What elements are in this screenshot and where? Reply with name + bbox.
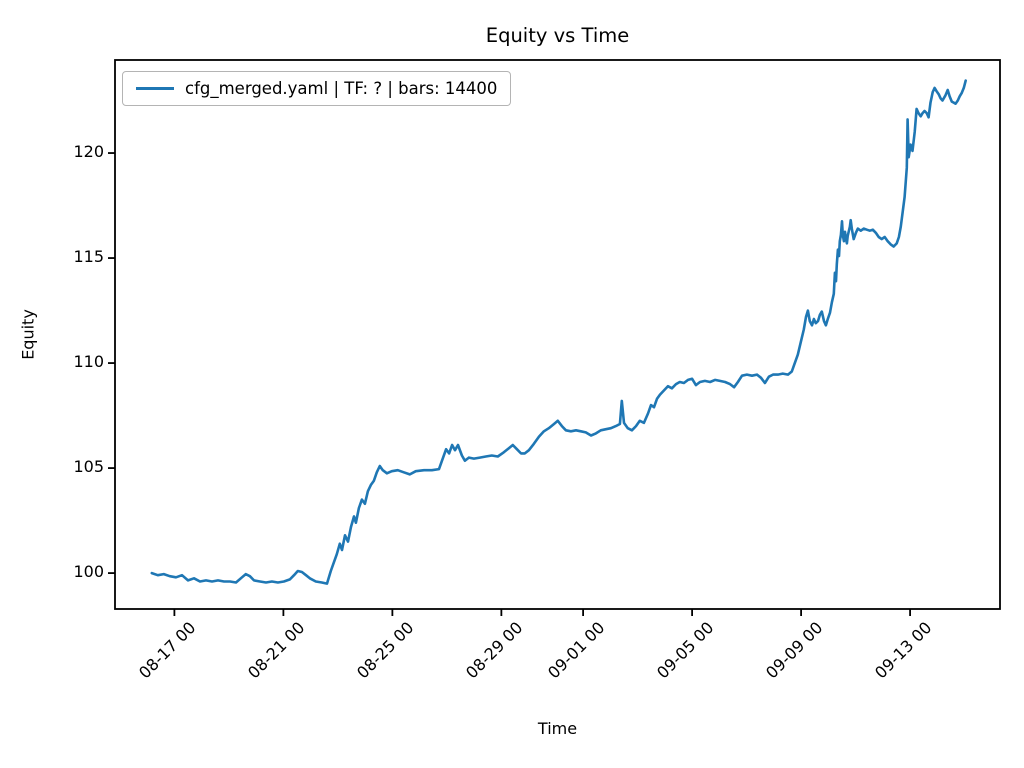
equity-line [150,79,968,585]
y-tick-label: 100 [73,562,104,582]
chart-title: Equity vs Time [485,24,630,47]
y-tick-label: 120 [73,142,104,162]
plot-frame [114,59,1001,610]
x-axis-label: Time [537,719,578,738]
legend-label: cfg_merged.yaml | TF: ? | bars: 14400 [185,79,498,98]
y-tick-label: 115 [73,247,104,267]
y-tick-label: 110 [73,352,104,372]
y-axis-label: Equity [18,309,38,360]
y-tick-label: 105 [73,457,104,477]
legend: cfg_merged.yaml | TF: ? | bars: 14400 [122,71,512,106]
legend-line-sample [136,87,174,90]
